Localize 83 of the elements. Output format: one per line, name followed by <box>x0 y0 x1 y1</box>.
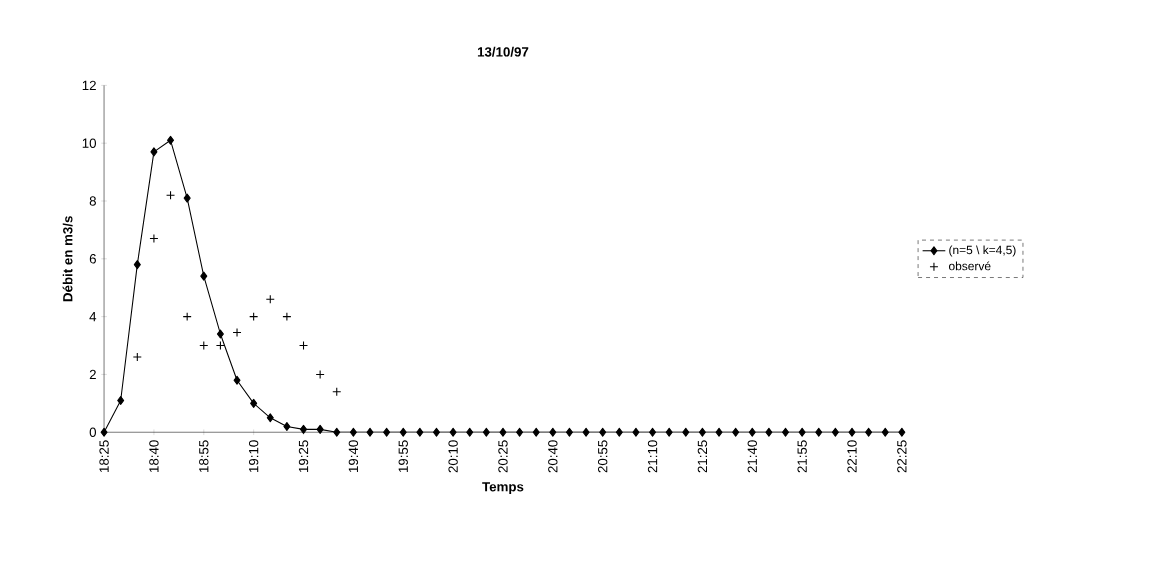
point <box>150 147 158 157</box>
point <box>117 395 125 405</box>
point <box>831 427 839 437</box>
point <box>582 427 590 437</box>
point <box>482 427 490 437</box>
point <box>715 427 723 437</box>
point <box>133 260 141 270</box>
point <box>649 427 657 437</box>
point <box>665 427 673 437</box>
y-tick-label: 0 <box>89 427 97 437</box>
x-tick-label: 18:55 <box>199 440 209 473</box>
x-tick-label: 21:55 <box>797 440 807 473</box>
point <box>349 427 357 437</box>
point <box>466 427 474 437</box>
y-axis-title: Débit en m3/s <box>62 216 73 302</box>
point <box>149 234 159 244</box>
point <box>299 424 308 434</box>
x-tick-label: 20:55 <box>597 440 608 473</box>
point <box>532 427 540 437</box>
point <box>815 427 823 437</box>
point <box>132 352 142 362</box>
point <box>250 398 258 408</box>
x-tick-label: 20:25 <box>498 440 508 473</box>
point <box>283 421 291 431</box>
y-tick-label: 12 <box>82 80 96 91</box>
point <box>698 427 706 437</box>
point <box>599 427 607 437</box>
point <box>516 427 524 437</box>
point <box>266 413 274 423</box>
x-tick-label: 21:10 <box>647 440 658 473</box>
point <box>100 427 108 437</box>
point <box>432 427 440 437</box>
point <box>383 427 391 437</box>
y-tick-label: 6 <box>89 254 96 264</box>
point <box>315 369 325 379</box>
x-tick-label: 18:40 <box>149 440 159 473</box>
legend-label: observé <box>948 261 991 271</box>
point <box>898 427 906 437</box>
point <box>615 427 623 437</box>
x-tick-label: 18:25 <box>99 440 109 473</box>
point <box>682 427 690 437</box>
point <box>865 427 873 437</box>
point <box>200 271 208 281</box>
point <box>798 427 806 437</box>
point <box>732 427 740 437</box>
y-tick-label: 10 <box>82 138 97 148</box>
y-tick-label: 2 <box>89 369 96 380</box>
point <box>549 427 557 437</box>
point <box>632 427 640 437</box>
x-tick-label: 19:40 <box>348 440 359 473</box>
point <box>233 375 241 385</box>
point <box>216 329 224 339</box>
point <box>748 427 756 437</box>
x-tick-label: 21:25 <box>697 440 708 473</box>
point <box>565 427 573 437</box>
point <box>782 427 790 437</box>
y-tick-label: 8 <box>89 196 96 206</box>
x-tick-label: 22:25 <box>897 440 907 473</box>
point <box>848 427 856 437</box>
point <box>183 193 191 203</box>
point <box>399 427 407 437</box>
point <box>282 312 292 322</box>
point <box>232 328 242 338</box>
x-tick-label: 22:10 <box>847 440 857 473</box>
y-tick-label: 4 <box>89 312 97 322</box>
point <box>167 135 175 145</box>
point <box>449 427 457 437</box>
point <box>366 427 374 437</box>
x-tick-label: 19:25 <box>298 440 309 473</box>
x-tick-label: 19:55 <box>398 440 408 473</box>
point <box>333 427 341 437</box>
x-tick-label: 21:40 <box>747 440 757 473</box>
x-tick-label: 20:40 <box>548 440 558 473</box>
legend-label: (n=5 \ k=4,5) <box>949 245 1016 257</box>
x-axis-title: Temps <box>482 482 524 495</box>
point <box>881 427 889 437</box>
x-tick-label: 20:10 <box>448 440 458 473</box>
point <box>416 427 424 437</box>
point <box>316 424 324 434</box>
point <box>499 427 507 437</box>
x-tick-label: 19:10 <box>248 440 259 473</box>
point <box>765 427 773 437</box>
chart-title: 13/10/97 <box>477 46 529 57</box>
